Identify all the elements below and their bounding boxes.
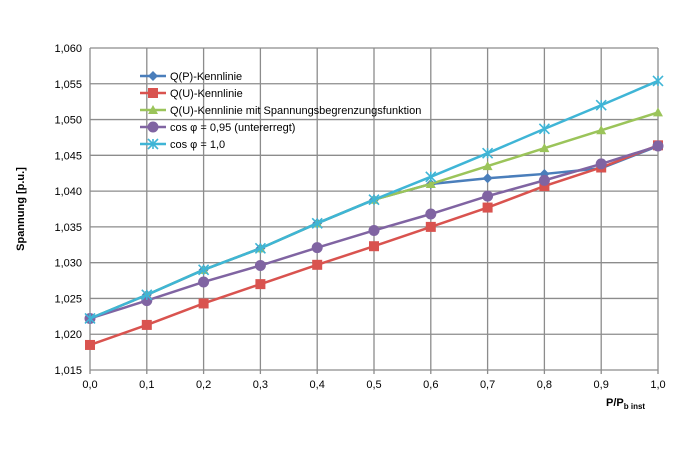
data-point: [538, 174, 550, 186]
y-tick-labels: 1,015 1,020 1,025 1,030 1,035 1,040 1,045 1,050…: [54, 43, 82, 377]
y-axis-label: Spannung [p.u.]: [15, 167, 27, 251]
x-axis-label-sub: b inst: [624, 402, 646, 411]
legend-label: Q(P)-Kennlinie: [170, 71, 242, 83]
series-star: [84, 75, 664, 325]
data-point: [254, 242, 266, 254]
legend: Q(P)-Kennlinie Q(U)-Kennlinie Q(U)-Kennlin…: [140, 71, 421, 151]
legend-label: cos φ = 1,0: [170, 139, 225, 151]
legend-label: Q(U)-Kennlinie mit Spannungsbegrenzungsf…: [170, 105, 421, 117]
data-point: [538, 123, 550, 135]
y-tick-label: 1,060: [54, 43, 82, 55]
x-tick-label: 0,6: [423, 379, 438, 391]
y-tick-label: 1,025: [54, 293, 82, 305]
x-tick-label: 0,5: [366, 379, 381, 391]
data-point: [425, 221, 436, 232]
x-tick-label: 0,8: [537, 379, 552, 391]
data-point: [539, 181, 550, 192]
y-tick-label: 1,055: [54, 79, 82, 91]
x-tick-label: 0,3: [253, 379, 268, 391]
data-point: [425, 208, 437, 220]
x-tick-label: 0,0: [82, 379, 97, 391]
legend-entry: Q(U)-Kennlinie: [140, 88, 243, 100]
legend-entry: cos φ = 0,95 (untererregt): [140, 121, 295, 134]
data-point: [653, 107, 663, 117]
data-point: [482, 147, 494, 159]
legend-label: Q(U)-Kennlinie: [170, 88, 243, 100]
data-point: [595, 99, 607, 111]
data-point: [425, 178, 436, 188]
data-point: [369, 241, 379, 252]
x-tick-label: 0,7: [480, 379, 495, 391]
data-point: [254, 260, 266, 272]
data-point: [85, 339, 95, 350]
data-point: [482, 190, 494, 202]
data-point: [198, 298, 209, 309]
x-tick-label: 0,2: [196, 379, 211, 391]
legend-entry: Q(P)-Kennlinie: [140, 71, 242, 83]
data-point: [482, 173, 493, 184]
y-tick-label: 1,050: [54, 115, 82, 127]
data-point: [368, 194, 380, 206]
x-tick-label: 0,9: [594, 379, 609, 391]
x-axis-label: P/Pb inst: [606, 397, 645, 411]
y-tick-label: 1,015: [54, 365, 82, 377]
y-tick-label: 1,040: [54, 186, 82, 198]
data-point: [595, 158, 607, 170]
data-point: [311, 217, 323, 229]
legend-marker: [148, 88, 158, 98]
x-axis-label-main: P/P: [606, 397, 624, 409]
x-tick-labels: 0,0 0,1 0,2 0,3 0,4 0,5 0,6 0,7 0,8 0,9 1,0: [82, 379, 665, 391]
legend-entry: Q(U)-Kennlinie mit Spannungsbegrenzungsf…: [140, 105, 421, 117]
legend-entry: cos φ = 1,0: [140, 138, 225, 151]
legend-label: cos φ = 0,95 (untererregt): [170, 122, 295, 134]
y-tick-label: 1,020: [54, 329, 82, 341]
legend-marker: [148, 105, 158, 114]
data-point: [652, 140, 664, 152]
series-group: [84, 75, 664, 350]
data-point: [482, 161, 493, 171]
legend-marker: [148, 71, 158, 81]
data-point: [311, 242, 323, 254]
data-point: [539, 143, 550, 153]
y-tick-label: 1,035: [54, 222, 82, 234]
legend-marker: [147, 138, 159, 150]
data-point: [198, 276, 210, 288]
legend-marker: [147, 121, 159, 133]
y-tick-label: 1,030: [54, 258, 82, 270]
data-point: [312, 259, 323, 270]
data-point: [368, 224, 380, 236]
data-point: [141, 289, 153, 301]
x-tick-label: 0,1: [139, 379, 154, 391]
data-point: [596, 125, 607, 135]
data-point: [482, 202, 493, 213]
data-point: [84, 312, 96, 325]
data-point: [141, 319, 152, 330]
y-tick-label: 1,045: [54, 150, 82, 162]
data-point: [425, 171, 437, 183]
x-tick-label: 0,4: [310, 379, 325, 391]
data-point: [255, 279, 266, 290]
data-point: [652, 75, 664, 87]
data-point: [198, 264, 210, 276]
x-tick-label: 1,0: [650, 379, 665, 391]
